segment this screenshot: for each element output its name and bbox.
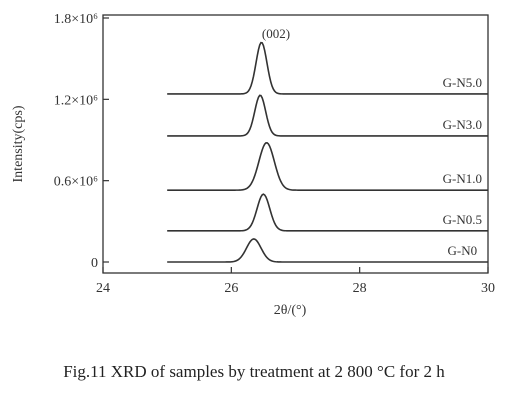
x-tick-label: 26 xyxy=(224,281,238,296)
y-tick-label: 1.8×10⁶ xyxy=(54,12,98,27)
plot-frame xyxy=(102,14,489,274)
x-tick-label: 30 xyxy=(481,281,495,296)
y-tick-label: 0.6×10⁶ xyxy=(54,175,98,190)
series-line-g-n1-0 xyxy=(167,141,488,191)
y-tick-label: 1.2×10⁶ xyxy=(54,93,98,108)
series-line-g-n5-0 xyxy=(167,41,488,95)
y-axis-title: Intensity(cps) xyxy=(11,105,26,182)
x-tick-label: 28 xyxy=(353,281,367,296)
peak-annotation: (002) xyxy=(262,26,290,41)
x-axis-title: 2θ/(°) xyxy=(274,303,307,318)
y-tick-label: 0 xyxy=(91,256,98,271)
series-label: G-N0.5 xyxy=(443,212,482,227)
series-label: G-N3.0 xyxy=(443,117,482,132)
x-tick-label: 24 xyxy=(96,281,110,296)
figure-caption: Fig.11 XRD of samples by treatment at 2 … xyxy=(63,362,445,381)
series-label: G-N5.0 xyxy=(443,75,482,90)
ticks-layer: 24 26 28 30 0 0.6×10⁶ 1.2×10⁶ 1.8×10⁶ xyxy=(54,12,495,296)
series-line-g-n0 xyxy=(167,238,488,263)
series-line-g-n0-5 xyxy=(167,193,488,232)
series-label: G-N1.0 xyxy=(443,171,482,186)
series-layer: G-N0 G-N0.5 G-N1.0 G-N3.0 G-N5.0 xyxy=(167,41,488,263)
series-line-g-n3-0 xyxy=(167,94,488,137)
series-label: G-N0 xyxy=(448,243,478,258)
xrd-chart: Intensity(cps) 2θ/(°) (002) 24 26 28 30 0 0.6… xyxy=(11,12,495,318)
